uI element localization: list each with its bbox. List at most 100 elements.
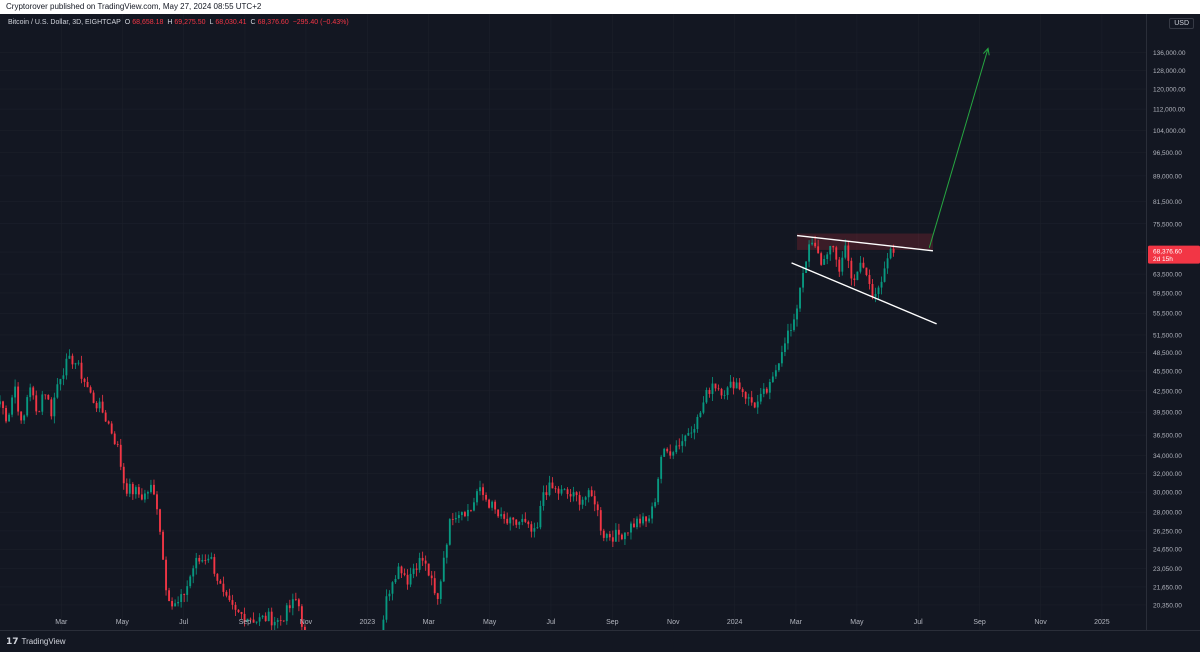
candle-body [95, 402, 98, 409]
candle-body [17, 386, 20, 412]
candle-body [406, 574, 409, 585]
candle-body [750, 397, 753, 403]
candle-body [47, 394, 50, 400]
candle-body [177, 601, 180, 604]
candle-body [26, 397, 29, 416]
candle-body [636, 518, 638, 528]
candle-body [539, 505, 542, 528]
candle-body [584, 497, 587, 500]
candle-body [385, 596, 388, 620]
lower-trendline [791, 262, 937, 325]
candle-body [735, 382, 738, 389]
candle-body [98, 401, 101, 409]
candle-body [805, 261, 808, 274]
candle-body [198, 557, 201, 562]
candle-body [89, 387, 92, 393]
candle-body [729, 381, 732, 388]
currency-button[interactable]: USD [1169, 18, 1194, 29]
candle-body [264, 615, 267, 622]
candle-body [485, 494, 487, 500]
candle-body [258, 617, 261, 622]
candle-body [391, 582, 394, 594]
price-scale-label: 55,500.00 [1153, 311, 1182, 318]
candle-body [412, 568, 415, 574]
candle-body [231, 600, 234, 605]
candle-body [243, 613, 246, 622]
price-scale-label: 104,000.00 [1153, 128, 1186, 135]
candle-body [666, 448, 669, 452]
candle-body [427, 563, 430, 576]
candle-body [892, 248, 895, 253]
candle-body [587, 490, 590, 498]
candle-body [593, 496, 596, 505]
candle-body [759, 393, 762, 402]
tradingview-brand: TradingView [21, 637, 66, 646]
price-scale-label: 48,500.00 [1153, 350, 1182, 357]
candle-body [790, 330, 792, 331]
price-scale-label: 24,650.00 [1153, 547, 1182, 554]
candle-body [611, 537, 614, 542]
time-axis-label: 2024 [727, 619, 743, 626]
price-scale-label: 63,500.00 [1153, 272, 1182, 279]
tradingview-logo[interactable]: 𝟭𝟳 TradingView [6, 636, 66, 647]
candle-body [83, 378, 86, 382]
candle-body [590, 490, 593, 497]
candle-body [732, 381, 735, 389]
price-scale[interactable]: 136,000.00 128,000.00 120,000.00 112,000.00… [1146, 14, 1200, 630]
candle-body [844, 245, 847, 258]
candle-body [143, 493, 146, 500]
candle-body [192, 568, 195, 577]
candle-body [29, 387, 32, 398]
candle-body [889, 248, 892, 259]
candle-body [886, 258, 889, 269]
chart-area[interactable]: Mar May Jul Sep Nov 2023 Mar May Jul Sep Nov 2024 Ma… [0, 14, 1146, 630]
candle-body [672, 452, 675, 456]
candle-body [705, 389, 708, 403]
symbol-legend: Bitcoin / U.S. Dollar, 3D, EIGHTCAP O 68,… [8, 19, 351, 26]
candle-body [678, 445, 681, 447]
candle-body [457, 515, 460, 519]
price-scale-label: 45,500.00 [1153, 368, 1182, 375]
candle-body [814, 242, 817, 247]
price-chart[interactable]: Mar May Jul Sep Nov 2023 Mar May Jul Sep Nov 2024 Ma… [0, 14, 1146, 630]
candle-body [80, 362, 83, 379]
price-scale-label: 96,500.00 [1153, 150, 1182, 157]
candle-body [418, 557, 421, 570]
candle-body [234, 604, 237, 610]
price-scale-label: 32,000.00 [1153, 471, 1182, 478]
price-scale-label: 21,650.00 [1153, 584, 1182, 591]
candle-body [134, 487, 137, 495]
candle-body [693, 429, 696, 433]
candle-body [279, 620, 282, 621]
candle-body [518, 521, 521, 525]
candle-body [131, 483, 134, 495]
candle-body [533, 528, 536, 532]
high-value: 69,275.50 [174, 19, 206, 26]
candle-body [642, 516, 644, 524]
candle-body [503, 514, 506, 519]
candle-body [156, 494, 158, 510]
candle-body [762, 388, 765, 394]
candle-body [255, 621, 258, 623]
candle-body [300, 606, 303, 627]
time-axis-label: May [483, 619, 497, 626]
candle-body [470, 509, 472, 511]
candle-body [835, 247, 838, 260]
time-axis-label: Jul [546, 619, 555, 626]
price-scale-label: 81,500.00 [1153, 199, 1182, 206]
candle-body [605, 534, 608, 538]
candle-body [799, 287, 801, 309]
candle-body [297, 599, 300, 607]
candle-body [500, 514, 503, 517]
candle-body [23, 415, 26, 421]
last-price-tag [1148, 245, 1200, 264]
time-axis-label: Jul [179, 619, 188, 626]
candle-body [110, 423, 113, 434]
candle-body [116, 444, 119, 445]
candle-body [744, 392, 747, 399]
candle-body [11, 397, 14, 415]
candle-body [651, 506, 654, 519]
candle-body [207, 558, 210, 561]
candle-body [186, 586, 189, 595]
candle-body [850, 260, 853, 279]
